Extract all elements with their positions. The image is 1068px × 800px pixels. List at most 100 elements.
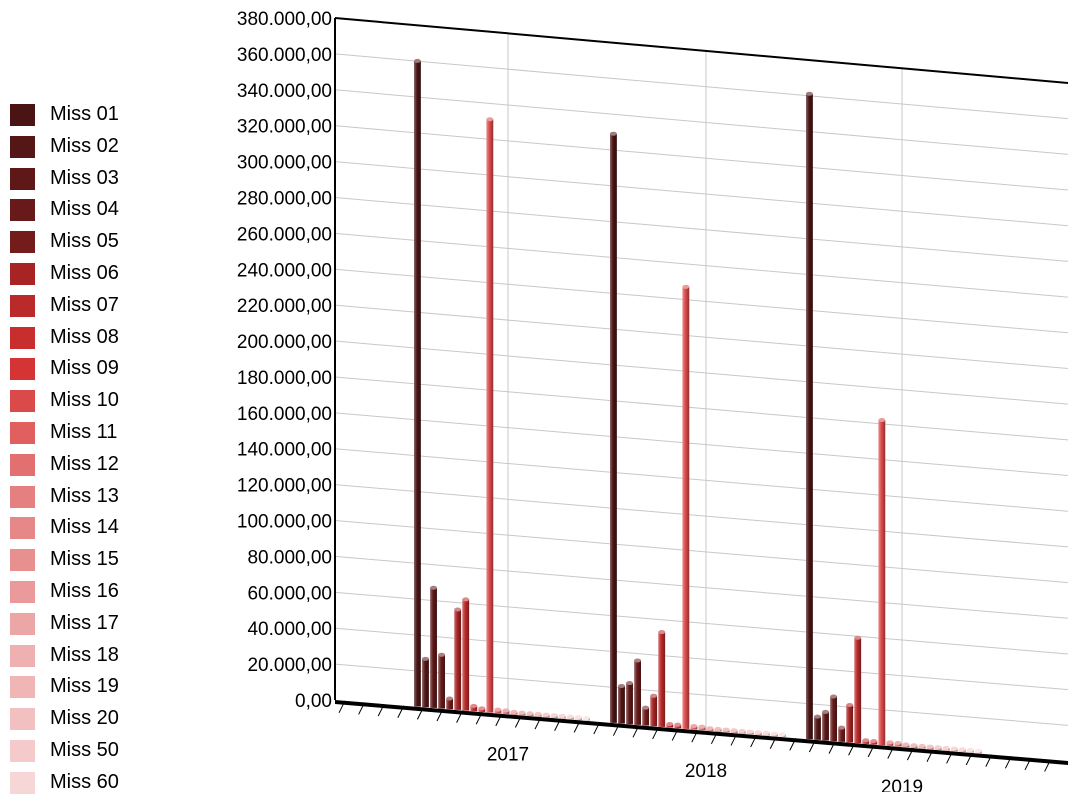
bar-body: [854, 637, 862, 744]
bar: [550, 713, 558, 718]
gridline-h: [334, 412, 1068, 477]
bar-cap: [854, 635, 862, 640]
bar-cap: [534, 711, 542, 716]
bar: [470, 703, 478, 712]
legend-swatch: [10, 739, 35, 762]
x-axis-tick: [593, 721, 601, 735]
bar-cap: [942, 745, 950, 750]
bar: [558, 713, 566, 719]
bar-cap: [462, 597, 470, 602]
bar: [574, 715, 582, 720]
bar: [690, 724, 698, 730]
legend-item: Miss 10: [8, 386, 158, 418]
legend-label: Miss 12: [50, 452, 119, 475]
legend-item: Miss 15: [8, 545, 158, 577]
x-axis-tick: [377, 703, 385, 717]
bar-cap: [478, 706, 486, 711]
bar-body: [414, 60, 421, 707]
bar-cap: [894, 740, 902, 745]
legend-swatch: [10, 453, 35, 476]
x-axis-tick: [1004, 756, 1012, 769]
legend-label: Miss 18: [50, 643, 119, 666]
bar-cap: [494, 707, 502, 712]
legend-item: Miss 17: [8, 609, 158, 641]
bar-cap: [446, 696, 454, 701]
x-axis-tick: [926, 749, 934, 762]
bar-body: [806, 93, 813, 740]
bar-body: [822, 711, 829, 741]
x-axis-tick: [456, 710, 464, 723]
bars: [414, 58, 982, 754]
legend-label: Miss 17: [50, 611, 119, 634]
legend-swatch: [10, 294, 35, 317]
bar: [779, 732, 786, 737]
bar: [618, 683, 625, 724]
bar: [738, 728, 746, 734]
y-tick-label: 280.000,00: [237, 188, 332, 209]
legend-item: Miss 09: [8, 354, 158, 386]
bar-cap: [618, 683, 625, 688]
legend-item: Miss 04: [8, 195, 158, 227]
legend-item: Miss 20: [8, 704, 158, 736]
bar-cap: [958, 747, 966, 752]
legend-label: Miss 15: [50, 548, 119, 571]
y-tick-label: 40.000,00: [247, 619, 332, 640]
legend-swatch: [10, 104, 35, 126]
x-axis-tick: [495, 713, 503, 727]
bar-cap: [610, 131, 617, 136]
legend-item: Miss 06: [8, 259, 158, 291]
y-tick-label: 360.000,00: [237, 45, 332, 66]
legend-label: Miss 20: [50, 707, 119, 730]
legend-label: Miss 60: [50, 770, 119, 793]
bar: [770, 731, 778, 737]
bar-cap: [886, 740, 894, 745]
bar-cap: [454, 607, 462, 612]
chart-legend: Miss 01 Miss 02 Miss 03 Miss 04 Miss 05 Miss …: [8, 100, 158, 800]
bar: [634, 658, 641, 725]
legend-item: Miss 08: [8, 323, 158, 355]
bar-cap: [650, 693, 658, 698]
bar: [502, 708, 510, 714]
bar-cap: [542, 712, 550, 717]
bar-cap: [626, 681, 633, 686]
gridline-h: [334, 53, 1068, 120]
legend-swatch: [10, 676, 35, 699]
bar: [942, 745, 950, 751]
bar-cap: [966, 747, 974, 752]
bar-body: [878, 420, 886, 746]
bar-cap: [642, 705, 650, 710]
bar-cap: [926, 744, 934, 749]
legend-label: Miss 03: [50, 166, 119, 189]
bar-body: [634, 660, 641, 725]
gridline-h: [334, 161, 1068, 227]
x-axis-tick: [906, 747, 914, 761]
legend-label: Miss 08: [50, 325, 119, 348]
bar: [478, 706, 486, 712]
bar-cap: [518, 710, 526, 715]
legend-swatch: [10, 708, 35, 731]
legend-item: Miss 50: [8, 736, 158, 768]
x-axis-tick: [946, 751, 954, 764]
bar: [446, 696, 454, 710]
gridlines: [334, 17, 1068, 748]
bar-cap: [722, 727, 730, 732]
bar-cap: [486, 117, 494, 122]
gridline-h: [334, 591, 1068, 655]
gridline-h: [334, 448, 1068, 512]
bar: [830, 694, 837, 742]
legend-label: Miss 11: [50, 420, 118, 443]
bar: [658, 630, 666, 727]
x-axis-tick: [769, 736, 777, 749]
legend-swatch: [10, 262, 35, 285]
x-axis-tick: [671, 728, 679, 741]
bar: [650, 693, 658, 727]
x-axis-tick: [1024, 757, 1032, 771]
y-tick-label: 180.000,00: [237, 368, 332, 389]
x-axis-tick: [691, 729, 699, 743]
bar: [862, 738, 870, 744]
legend-item: Miss 07: [8, 291, 158, 323]
legend-swatch: [10, 549, 35, 572]
x-axis-tick: [710, 731, 718, 745]
x-tick-label: 2018: [685, 761, 727, 782]
x-axis-tick: [789, 738, 797, 751]
